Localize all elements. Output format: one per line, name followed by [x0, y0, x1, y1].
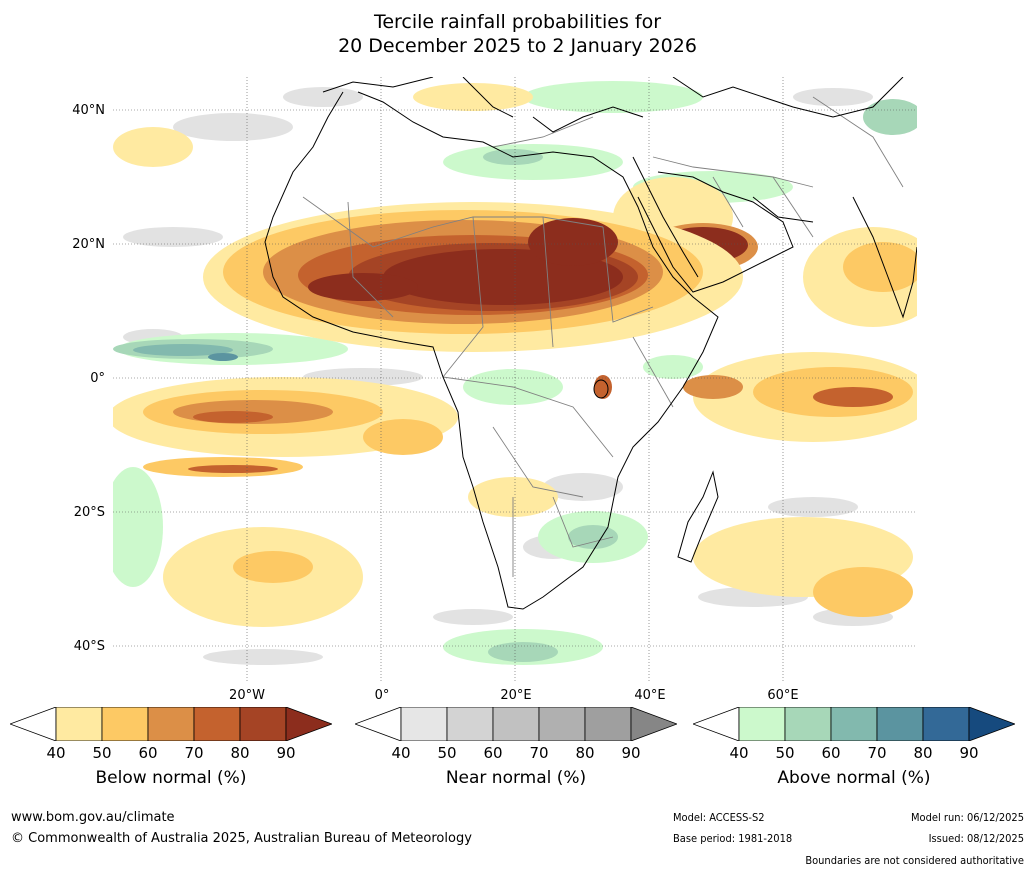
colorbar-above-normal-tick-50: 50: [775, 744, 795, 762]
boundaries-disclaimer: Boundaries are not considered authoritat…: [805, 854, 1024, 867]
colorbar-above-normal-max-extend: [968, 707, 1015, 741]
colorbar-below-normal-tick-50: 50: [92, 744, 112, 762]
colorbar-above-normal-tick-90: 90: [959, 744, 979, 762]
colorbar-above-normal-segment-50: [784, 707, 832, 741]
map-title-line-1: Tercile rainfall probabilities for: [373, 11, 662, 33]
lat-label-20n: 20°N: [72, 237, 105, 252]
colorbar-near-normal-tick-40: 40: [391, 744, 411, 762]
colorbar-below-normal-tick-70: 70: [184, 744, 204, 762]
lon-label-20e: 20°E: [500, 688, 532, 703]
base-period: Base period: 1981-2018: [673, 832, 793, 845]
colorbar-below-normal-segment-50: [101, 707, 149, 741]
colorbar-above-normal-segment-40: [738, 707, 786, 741]
lat-label-40s: 40°S: [73, 639, 105, 654]
colorbar-above-normal: [693, 707, 1015, 741]
country-borders: [302, 96, 904, 577]
colorbar-near-normal-tick-50: 50: [437, 744, 457, 762]
colorbar-below-normal-segment-70: [193, 707, 241, 741]
colorbar-above-normal-segment-80: [922, 707, 970, 741]
colorbar-above-normal-tick-70: 70: [867, 744, 887, 762]
colorbar-above-normal-tick-60: 60: [821, 744, 841, 762]
rainfall-probability-map: [113, 77, 917, 681]
website-link[interactable]: www.bom.gov.au/climate: [11, 810, 175, 825]
colorbar-above-normal-tick-80: 80: [913, 744, 933, 762]
colorbar-near-normal-segment-50: [446, 707, 494, 741]
colorbar-below-normal-segment-40: [55, 707, 103, 741]
lon-label-0: 0°: [374, 688, 390, 703]
lat-label-0: 0°: [90, 371, 105, 386]
model-name: Model: ACCESS-S2: [673, 811, 765, 824]
colorbar-below-normal: [10, 707, 332, 741]
copyright-notice: © Commonwealth of Australia 2025, Austra…: [11, 831, 472, 846]
colorbar-near-normal: [355, 707, 677, 741]
colorbar-below-normal-tick-90: 90: [276, 744, 296, 762]
colorbar-below-normal-min-extend: [10, 707, 57, 741]
lon-label-40e: 40°E: [634, 688, 666, 703]
colorbar-below-normal-tick-60: 60: [138, 744, 158, 762]
colorbar-below-normal-segment-80: [239, 707, 287, 741]
map-title-line-2: 20 December 2025 to 2 January 2026: [338, 35, 697, 57]
colorbar-near-normal-segment-80: [584, 707, 632, 741]
lat-label-20s: 20°S: [73, 505, 105, 520]
colorbar-below-normal-tick-40: 40: [46, 744, 66, 762]
colorbar-near-normal-max-extend: [630, 707, 677, 741]
colorbar-above-normal-segment-60: [830, 707, 878, 741]
lat-label-40n: 40°N: [72, 103, 105, 118]
issued-date: Issued: 08/12/2025: [928, 832, 1024, 845]
colorbar-near-normal-segment-60: [492, 707, 540, 741]
colorbar-below-normal-segment-60: [147, 707, 195, 741]
colorbar-near-normal-min-extend: [355, 707, 402, 741]
colorbar-label-below-normal: Below normal (%): [95, 768, 247, 788]
lon-label-20w: 20°W: [229, 688, 265, 703]
colorbar-near-normal-tick-80: 80: [575, 744, 595, 762]
colorbar-above-normal-segment-70: [876, 707, 924, 741]
below-normal-patches: [113, 83, 917, 627]
coastlines: [264, 77, 917, 610]
graticule: [113, 77, 917, 681]
colorbar-label-above-normal: Above normal (%): [777, 768, 931, 788]
colorbar-near-normal-tick-90: 90: [621, 744, 641, 762]
colorbar-label-near-normal: Near normal (%): [445, 768, 587, 788]
colorbar-below-normal-max-extend: [285, 707, 332, 741]
colorbar-near-normal-tick-70: 70: [529, 744, 549, 762]
lon-label-60e: 60°E: [767, 688, 799, 703]
colorbar-near-normal-segment-70: [538, 707, 586, 741]
colorbar-above-normal-min-extend: [693, 707, 740, 741]
model-run-date: Model run: 06/12/2025: [911, 811, 1024, 824]
colorbar-above-normal-tick-40: 40: [729, 744, 749, 762]
colorbar-near-normal-segment-40: [400, 707, 448, 741]
colorbar-below-normal-tick-80: 80: [230, 744, 250, 762]
colorbar-near-normal-tick-60: 60: [483, 744, 503, 762]
